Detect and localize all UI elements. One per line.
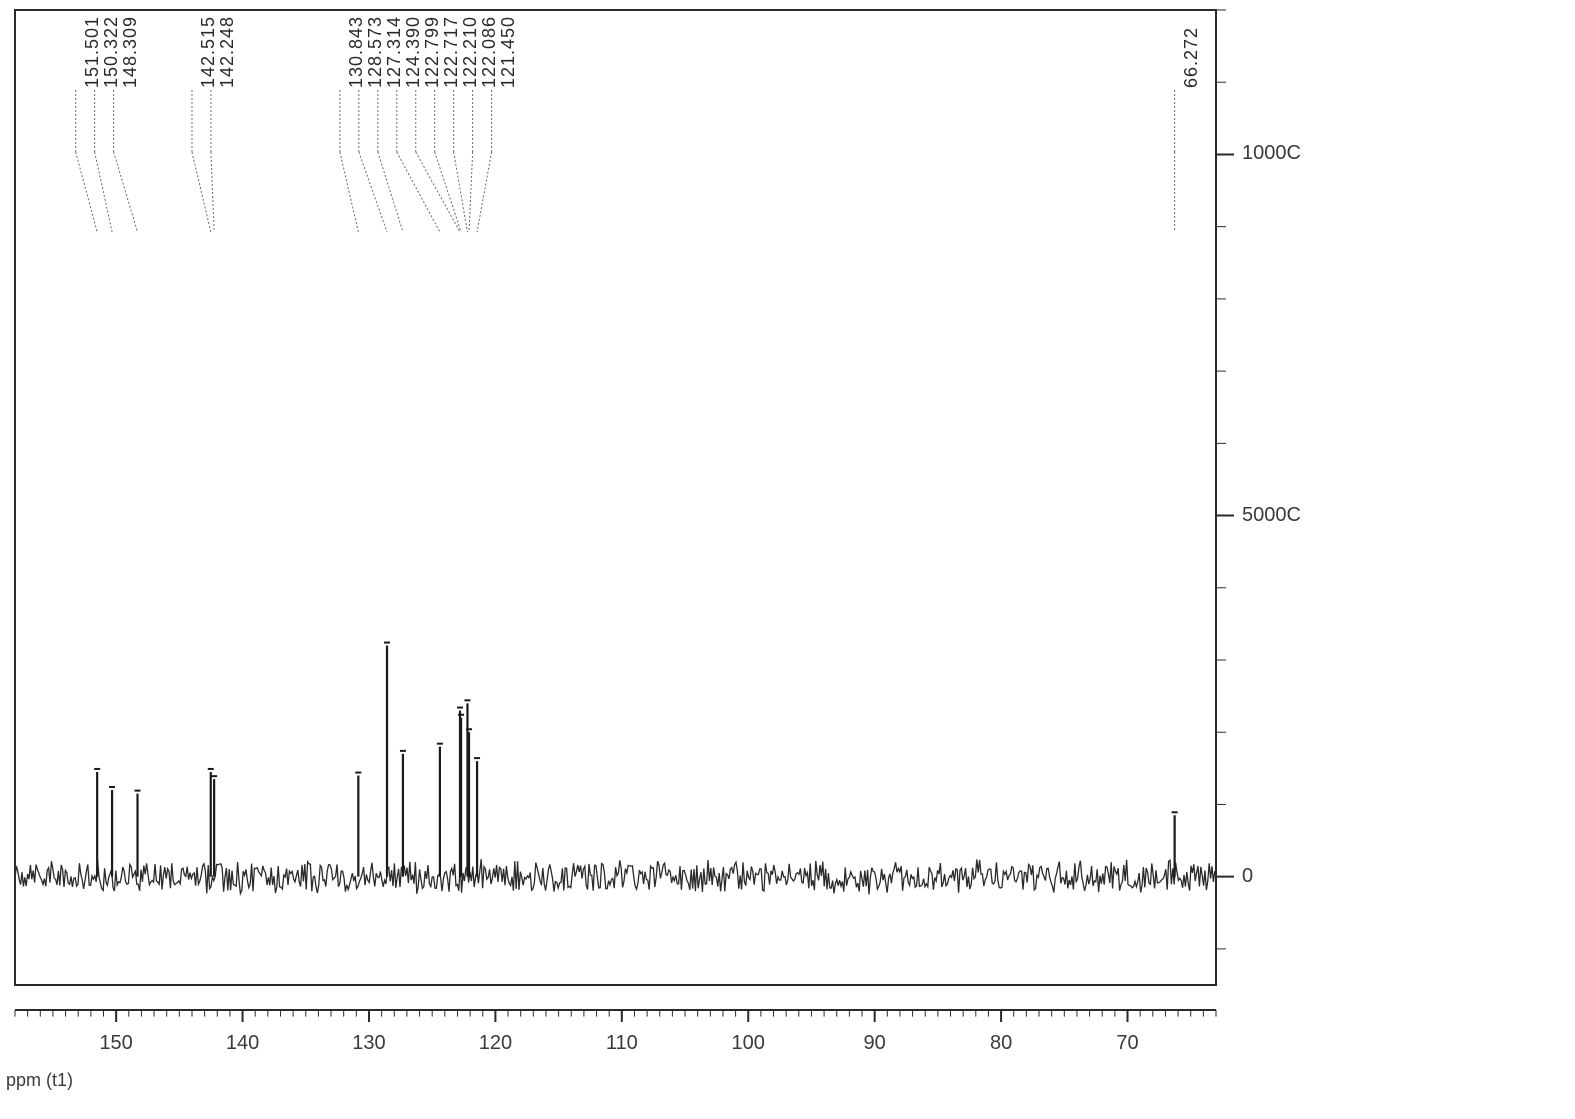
- x-tick-label: 130: [352, 1032, 385, 1055]
- peak-ppm-label: 142.515: [198, 16, 219, 88]
- peak-label-connector: [416, 152, 460, 232]
- peak-ppm-label: 122.086: [479, 16, 500, 88]
- peak-ppm-label: 122.799: [422, 16, 443, 88]
- nmr-spectrum-figure: 150 140 130 120 110 100 90 80 70 0 5000C 1000C 151.5…: [0, 0, 1575, 1119]
- peak-label-connector: [95, 152, 112, 232]
- x-tick-label: 110: [606, 1032, 638, 1055]
- x-tick-label: 80: [990, 1032, 1012, 1055]
- x-axis-title: ppm (t1): [6, 1070, 73, 1091]
- peak-label-connector: [469, 152, 473, 232]
- peak-ppm-label: 150.322: [101, 16, 122, 88]
- peak-ppm-label: 122.210: [460, 16, 481, 88]
- peak-ppm-label: 66.272: [1181, 27, 1202, 88]
- peak-label-connector: [378, 152, 403, 232]
- y-tick-label: 1000C: [1242, 142, 1301, 165]
- peak-label-connector: [397, 152, 440, 232]
- peak-ppm-label: 121.450: [498, 16, 519, 88]
- peak-ppm-label: 130.843: [346, 16, 367, 88]
- x-tick-label: 140: [226, 1032, 259, 1055]
- peak-label-connector: [477, 152, 492, 232]
- peak-label-connector: [76, 152, 97, 232]
- x-tick-label: 100: [732, 1032, 765, 1055]
- peak-label-connector: [359, 152, 387, 232]
- y-tick-label: 5000C: [1242, 504, 1301, 527]
- peak-ppm-label: 124.390: [403, 16, 424, 88]
- x-tick-label: 150: [99, 1032, 132, 1055]
- peak-label-connector: [192, 152, 211, 232]
- spectrum-plot: [0, 0, 1575, 1119]
- peak-label-connector: [454, 152, 468, 232]
- x-tick-label: 90: [864, 1032, 886, 1055]
- peak-ppm-label: 148.309: [120, 16, 141, 88]
- peak-label-connector: [435, 152, 461, 232]
- y-tick-label: 0: [1242, 865, 1253, 888]
- peak-label-connector: [114, 152, 138, 232]
- peak-ppm-label: 122.717: [441, 16, 462, 88]
- x-tick-label: 70: [1116, 1032, 1138, 1055]
- peak-ppm-label: 127.314: [384, 16, 405, 88]
- peak-ppm-label: 142.248: [217, 16, 238, 88]
- peak-label-connector: [340, 152, 358, 232]
- peak-ppm-label: 128.573: [365, 16, 386, 88]
- peak-ppm-label: 151.501: [82, 16, 103, 88]
- noise-baseline: [15, 859, 1215, 894]
- x-tick-label: 120: [479, 1032, 512, 1055]
- peak-label-connector: [211, 152, 214, 232]
